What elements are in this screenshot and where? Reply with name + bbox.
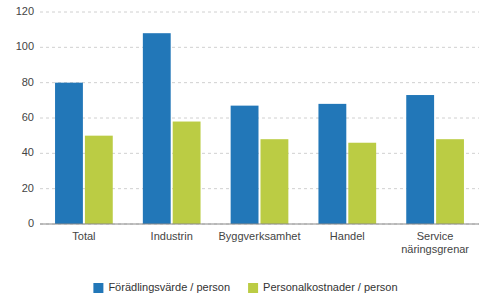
y-tick-label: 80 <box>22 76 34 88</box>
y-tick-label: 0 <box>28 217 34 229</box>
x-axis-line <box>40 224 479 225</box>
legend: Förädlingsvärde / person Personalkostnade… <box>93 281 397 293</box>
x-tick-label: Industrin <box>151 230 193 242</box>
grid-line <box>40 82 479 83</box>
bar <box>348 143 376 224</box>
bar <box>55 83 83 224</box>
legend-swatch <box>248 283 258 293</box>
grid-line <box>40 12 479 13</box>
legend-label: Personalkostnader / person <box>263 281 398 293</box>
bar <box>173 122 201 224</box>
bar <box>318 104 346 224</box>
legend-swatch <box>93 283 103 293</box>
x-tick-label: Byggverksamhet <box>219 230 301 242</box>
x-tick-label-line: Handel <box>330 230 365 242</box>
x-tick-label-line: Service <box>417 230 454 242</box>
bar <box>406 95 434 224</box>
grid <box>40 12 479 224</box>
bar <box>261 139 289 224</box>
legend-label: Förädlingsvärde / person <box>108 281 230 293</box>
grid-line <box>40 47 479 48</box>
y-tick-label: 120 <box>16 5 34 17</box>
y-tick-label: 40 <box>22 146 34 158</box>
bar <box>436 139 464 224</box>
grid-line <box>40 224 479 225</box>
legend-item: Förädlingsvärde / person <box>93 281 230 293</box>
x-tick-label-line: Total <box>72 230 95 242</box>
x-tick-label-line: Byggverksamhet <box>219 230 301 242</box>
x-tick-label-line: näringsgrenar <box>401 243 469 255</box>
x-axis: Total Industrin Byggverksamhet Handel Servic… <box>72 230 469 255</box>
y-tick-label: 20 <box>22 182 34 194</box>
y-tick-label: 60 <box>22 111 34 123</box>
bar <box>231 106 259 224</box>
y-axis: 0 20 40 60 80 100 120 <box>16 5 34 229</box>
x-tick-label: Handel <box>330 230 365 242</box>
bar <box>85 136 113 224</box>
bar <box>143 33 171 224</box>
x-tick-label: Servicenäringsgrenar <box>401 230 469 255</box>
chart: 0 20 40 60 80 100 120 Total Industrin Byggverksam… <box>0 0 491 302</box>
legend-item: Personalkostnader / person <box>248 281 398 293</box>
bars <box>55 33 464 224</box>
y-tick-label: 100 <box>16 40 34 52</box>
x-tick-label-line: Industrin <box>151 230 193 242</box>
x-tick-label: Total <box>72 230 95 242</box>
